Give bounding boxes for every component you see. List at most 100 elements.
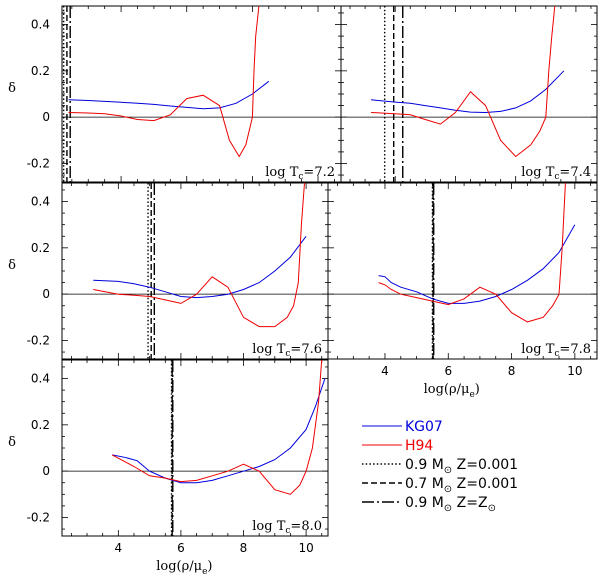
- panel-2: log Tc=7.4: [340, 5, 598, 183]
- legend-label-main: 0.9 M: [405, 457, 444, 473]
- series-h94: [68, 6, 260, 158]
- x-tick-label: 4: [115, 541, 123, 555]
- y-tick-label: 0: [42, 110, 50, 124]
- series-kg07: [68, 80, 270, 110]
- legend-label-tail: Z=0.001: [452, 457, 518, 473]
- panel-frame: [61, 5, 342, 183]
- data-area: [93, 183, 307, 359]
- panel-label: log Tc=8.0: [252, 519, 322, 536]
- panel-label-value: =7.6: [290, 342, 322, 357]
- panel-label-prefix: log T: [252, 342, 285, 357]
- legend-label-tail: Z=0.001: [452, 476, 518, 492]
- legend-label-m09zsun: 0.9 M⊙ Z=Z⊙: [405, 495, 496, 514]
- y-axis-label: δ: [8, 258, 16, 273]
- panel-frame: [327, 182, 598, 360]
- y-tick-label: 0.2: [31, 241, 50, 255]
- legend-label-tail-sub: ⊙: [488, 503, 496, 514]
- y-tick-label: -0.2: [27, 510, 50, 524]
- panel-label-prefix: log T: [521, 165, 554, 180]
- data-area: [378, 183, 576, 359]
- panel-label-sub: c: [554, 349, 559, 359]
- y-tick-label: -0.2: [27, 333, 50, 347]
- legend-label-sub: ⊙: [444, 503, 452, 514]
- y-tick-label: 0.4: [31, 195, 50, 209]
- panel-1: -0.2 0 0.2 0.4 δ log Tc=7.2: [8, 5, 342, 183]
- y-axis-label: δ: [8, 435, 16, 450]
- x-tick-label: 10: [567, 364, 582, 378]
- panel-label-sub: c: [285, 349, 290, 359]
- series-kg07: [93, 235, 307, 299]
- panel-label-prefix: log T: [252, 519, 285, 534]
- panel-label: log Tc=7.8: [521, 342, 591, 359]
- x-axis-label: log(ρ/μe): [156, 559, 212, 577]
- panel-4: 4 6 8 10 log(ρ/μe) log Tc=7.8: [327, 182, 598, 400]
- x-axis-label-sub: e: [469, 390, 474, 400]
- legend-label-main: KG07: [405, 419, 443, 435]
- panel-label-sub: c: [298, 172, 303, 182]
- series-kg07: [378, 224, 576, 304]
- panel-label-prefix: log T: [521, 342, 554, 357]
- series-h94: [371, 6, 556, 158]
- legend-item-m09z001: 0.9 M⊙ Z=0.001: [362, 457, 518, 476]
- x-tick-label: 6: [177, 541, 185, 555]
- panel-label: log Tc=7.4: [521, 165, 591, 182]
- panel-frame: [61, 182, 329, 360]
- series-h94: [378, 183, 566, 323]
- x-tick-label: 6: [444, 364, 452, 378]
- panel-label-value: =7.4: [559, 165, 591, 180]
- legend-label-sub: ⊙: [444, 465, 452, 476]
- x-tick-label: 8: [508, 364, 516, 378]
- legend-item-kg07: KG07: [362, 419, 443, 435]
- x-tick-label: 10: [298, 541, 313, 555]
- x-axis-label-end: ): [207, 559, 212, 574]
- legend-label-main: 0.9 M: [405, 495, 444, 511]
- series-kg07: [112, 378, 326, 484]
- x-axis-label-sub: e: [202, 567, 207, 577]
- series-h94: [93, 183, 305, 328]
- y-tick-label: 0.4: [31, 18, 50, 32]
- y-tick-label: 0.2: [31, 418, 50, 432]
- data-area: [371, 6, 565, 182]
- panel-5: -0.2 0 0.2 0.4 δ 4 6 8 10 log(ρ/μe) log Tc=8.0: [8, 359, 329, 577]
- legend-item-m07z001: 0.7 M⊙ Z=0.001: [362, 476, 518, 495]
- x-tick-label: 4: [381, 364, 389, 378]
- legend-label-kg07: KG07: [405, 419, 443, 435]
- data-area: [111, 360, 326, 536]
- x-axis-label-main: log(ρ/μ: [156, 559, 202, 574]
- x-axis-label-end: ): [475, 382, 480, 397]
- panel-label-sub: c: [554, 172, 559, 182]
- legend-item-h94: H94: [362, 438, 433, 454]
- data-area: [62, 6, 270, 182]
- legend-label-main: H94: [405, 438, 433, 454]
- y-tick-label: 0.2: [31, 64, 50, 78]
- legend-label-m09z001: 0.9 M⊙ Z=0.001: [405, 457, 518, 476]
- panel-label-sub: c: [285, 526, 290, 536]
- panel-label: log Tc=7.2: [265, 165, 335, 182]
- y-tick-label: 0: [42, 464, 50, 478]
- y-axis-label: δ: [8, 81, 16, 96]
- y-tick-label: -0.2: [27, 156, 50, 170]
- y-tick-label: 0.4: [31, 372, 50, 386]
- x-tick-label: 8: [240, 541, 248, 555]
- panel-label-value: =7.2: [303, 165, 335, 180]
- series-h94: [111, 360, 323, 495]
- legend-label-sub: ⊙: [444, 484, 452, 495]
- legend-label-main: 0.7 M: [405, 476, 444, 492]
- legend-item-m09zsun: 0.9 M⊙ Z=Z⊙: [362, 495, 496, 514]
- x-axis-label: log(ρ/μe): [424, 382, 480, 400]
- x-axis-label-main: log(ρ/μ: [424, 382, 470, 397]
- legend-label-tail: Z=Z: [452, 495, 487, 511]
- panel-label-value: =7.8: [559, 342, 591, 357]
- panel-label-value: =8.0: [290, 519, 322, 534]
- legend-label-h94: H94: [405, 438, 433, 454]
- series-kg07: [371, 70, 565, 114]
- panel-frame: [61, 359, 329, 537]
- panel-label-prefix: log T: [265, 165, 298, 180]
- panel-label: log Tc=7.6: [252, 342, 322, 359]
- y-tick-label: 0: [42, 287, 50, 301]
- panel-3: -0.2 0 0.2 0.4 δ log Tc=7.6: [8, 182, 329, 360]
- legend-label-m07z001: 0.7 M⊙ Z=0.001: [405, 476, 518, 495]
